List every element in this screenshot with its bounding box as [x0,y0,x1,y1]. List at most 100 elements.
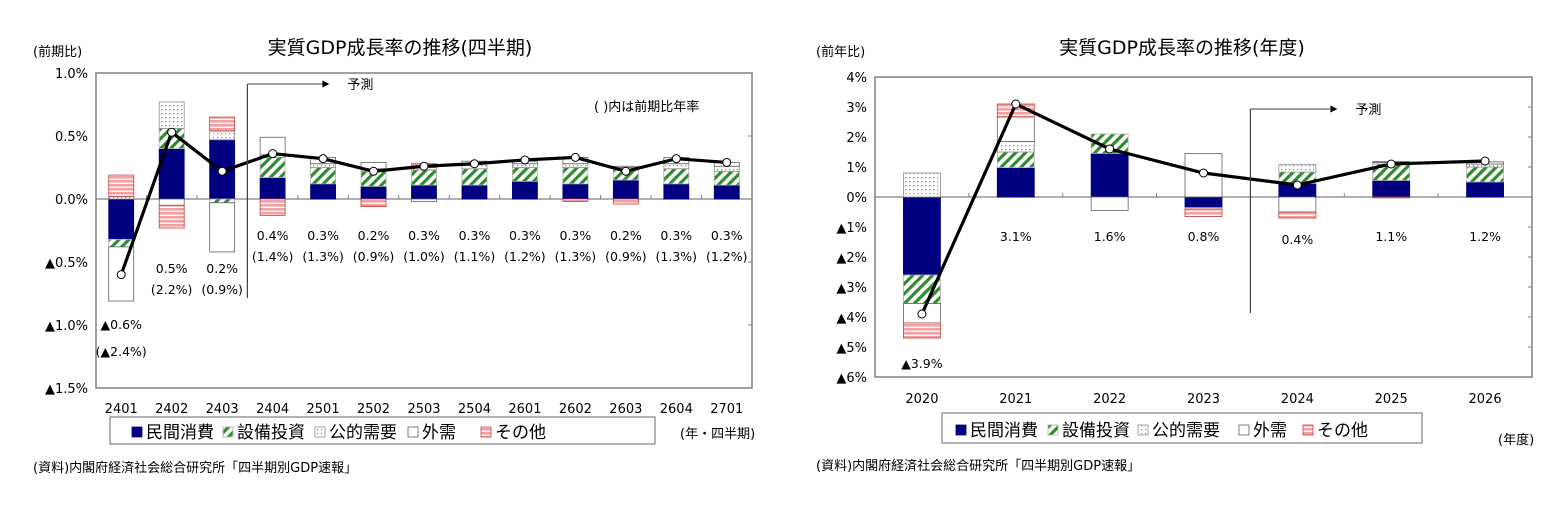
y-tick-label: 1% [846,161,867,176]
legend-swatch [1302,424,1314,436]
bar-other [209,116,236,132]
legend-item-public: 公的需要 [1137,421,1220,441]
x-tick-label: 2024 [1281,392,1314,407]
y-tick-label: ▲4% [836,311,867,326]
bar-group-2024 [1278,164,1317,219]
data-label: 0.3% [459,228,491,243]
legend-swatch [1238,424,1250,436]
data-label: 0.3% [560,228,592,243]
source-note: (資料)内閣府経済社会総合研究所「四半期別GDP速報」 [816,459,1141,474]
x-tick-label: 2602 [559,402,592,417]
legend-item-capex: 設備投資 [1047,421,1130,441]
legend-item-external: 外需 [407,423,456,443]
gdp-point [621,166,631,176]
data-label: 1.6% [1094,229,1126,244]
gdp-point [369,166,379,176]
data-label: 1.1% [1375,229,1407,244]
x-tick-label: 2023 [1187,392,1220,407]
gdp-point [1011,99,1021,109]
gdp-point [570,152,580,162]
gdp-point [469,159,479,169]
bar-capex [1466,166,1504,183]
bar-group-2403 [209,116,236,253]
y-tick-label: ▲0.5% [45,256,88,271]
gdp-point [217,166,227,176]
bar-external [158,198,185,206]
bar-external [209,202,236,253]
legend-item-external: 外需 [1238,421,1287,441]
x-tick-label: 2701 [710,402,743,417]
y-tick-label: 3% [846,101,867,116]
bar-group-2402 [158,101,185,229]
bar-private [1372,180,1411,198]
legend-item-public: 公的需要 [314,423,397,443]
y-tick-label: 0.5% [55,130,88,145]
bar-other [903,322,941,339]
data-label: 0.5% [156,261,188,276]
x-tick-label: 2020 [905,392,938,407]
gdp-point [1292,180,1302,190]
data-label: 3.1% [1000,229,1032,244]
data-label: 0.4% [1281,232,1313,247]
gdp-point [1386,159,1396,169]
legend-label: 外需 [1253,421,1287,441]
y-tick-label: ▲2% [836,251,867,266]
x-tick-label: 2404 [256,402,289,417]
y-axis-label: (前期比) [33,44,82,60]
legend-item-private: 民間消費 [955,421,1038,441]
annualized-label: (0.9%) [605,249,647,264]
x-tick-label: 2604 [660,402,693,417]
annualized-label: (1.2%) [504,249,546,264]
x-tick-label: 2603 [609,402,642,417]
gdp-point [722,157,732,167]
bar-public [562,163,589,168]
x-axis-label: (年・四半期) [680,427,755,442]
bar-private [663,183,690,200]
plot-area [874,76,1533,378]
bar-group-2504 [461,160,488,200]
annualized-note: ( )内は前期比年率 [594,99,699,115]
annualized-label: (1.4%) [252,249,294,264]
legend-item-other: その他 [480,423,546,443]
y-tick-label: 0.0% [55,193,88,208]
bar-public [158,101,185,129]
y-tick-label: ▲6% [836,371,867,386]
bar-private [612,179,639,200]
bar-capex [996,151,1035,168]
quarterly-gdp-chart-svg: 実質GDP成長率の推移(四半期) (前期比) 1.0% 0.5% 0.0% ▲0.5%… [33,37,755,445]
bar-public [1278,164,1317,173]
bar-other [360,198,387,207]
bar-capex [903,274,941,304]
bar-private [996,167,1035,198]
gdp-point [419,161,429,171]
bar-group-2026 [1466,161,1504,198]
legend-item-private: 民間消費 [131,423,214,443]
legend-swatch [131,426,143,438]
bar-group-2501 [310,157,336,200]
gdp-point [318,154,328,164]
y-tick-label: ▲1.5% [45,382,88,397]
legend-swatch [314,426,326,438]
bar-capex [663,168,690,185]
data-label: 0.8% [1188,229,1220,244]
legend-item-capex: 設備投資 [222,423,305,443]
legend-swatch [955,424,967,436]
bar-capex [512,167,538,182]
legend-label: 設備投資 [1062,421,1130,441]
bar-public [663,163,690,170]
gdp-point [1105,144,1115,154]
data-label: ▲0.6% [101,317,142,332]
bar-capex [713,170,740,186]
bar-private [461,184,488,200]
data-label: 0.3% [408,228,440,243]
bar-private [259,177,286,200]
forecast-arrow-head [322,80,330,88]
y-tick-label: ▲3% [836,281,867,296]
gdp-point [917,309,927,319]
plot-area [95,72,753,389]
legend: 民間消費 設備投資 公的需要 外需 その他 [941,412,1423,444]
bar-group-2020 [903,172,941,339]
annualized-label: (0.9%) [353,249,395,264]
legend-label: 設備投資 [237,423,305,443]
forecast-label: 予測 [1355,103,1381,118]
